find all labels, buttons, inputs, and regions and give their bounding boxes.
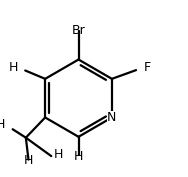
Text: Br: Br [72,24,85,36]
Text: F: F [143,61,151,74]
Text: H: H [24,154,33,167]
Text: H: H [54,148,63,161]
Text: N: N [107,111,117,124]
Text: H: H [74,150,83,163]
Text: H: H [9,61,18,74]
Text: H: H [0,118,5,131]
